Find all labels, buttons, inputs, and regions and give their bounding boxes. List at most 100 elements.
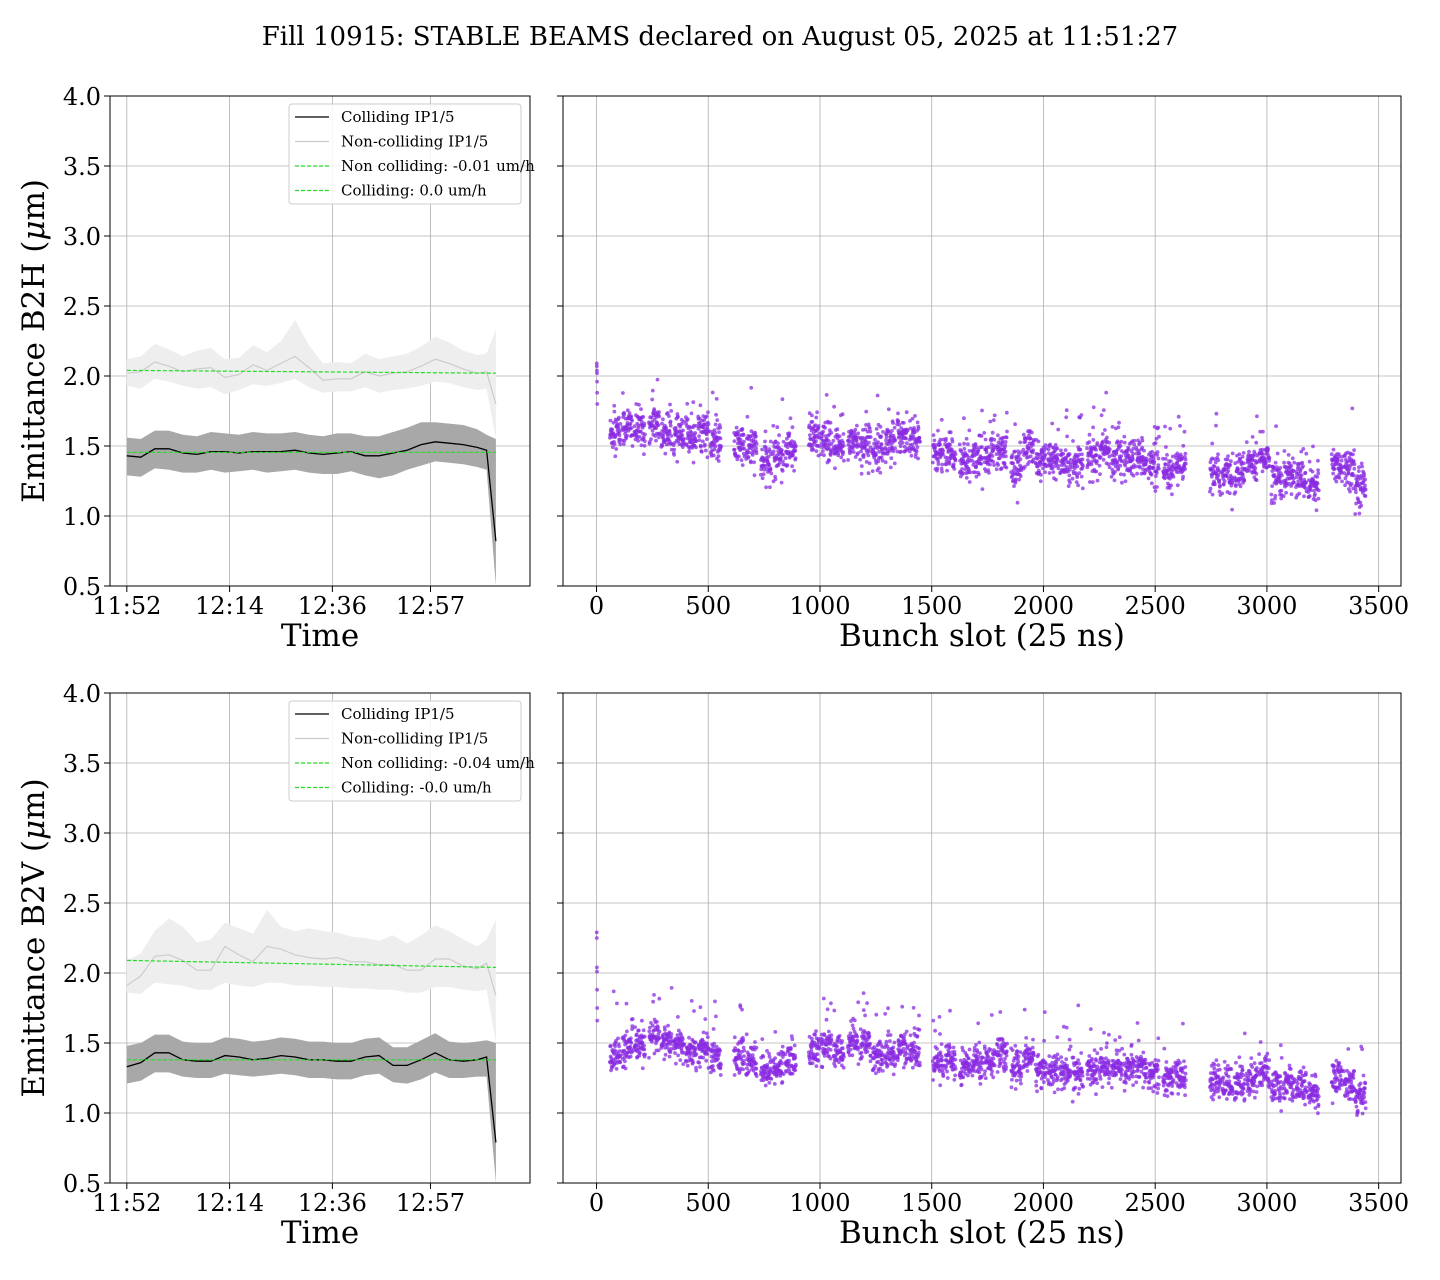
bunch-point — [990, 1069, 994, 1074]
bunch-point — [984, 450, 989, 455]
bunch-point — [846, 458, 850, 462]
bunch-point — [1087, 440, 1092, 444]
bunch-point — [1050, 421, 1055, 426]
bunch-point — [868, 445, 873, 450]
bunch-point — [1352, 462, 1357, 467]
bunch-point — [859, 464, 864, 468]
bunch-point — [1023, 464, 1027, 469]
bunch-point — [1003, 443, 1008, 448]
bunch-point — [960, 467, 964, 471]
bunch-point — [1010, 1077, 1014, 1082]
bunch-point — [763, 1083, 768, 1088]
bunch-point — [1101, 439, 1105, 444]
bunch-point — [899, 449, 903, 454]
x-tick-label: 3500 — [1348, 592, 1409, 620]
bunch-point — [897, 422, 902, 427]
bunch-point — [841, 1065, 846, 1070]
bunch-point — [1118, 472, 1123, 477]
bunch-point — [1356, 477, 1360, 482]
bunch-point — [1095, 1064, 1100, 1069]
colliding-band — [126, 1033, 496, 1183]
bunch-point — [617, 1044, 621, 1049]
bunch-point — [885, 1063, 890, 1068]
bunch-point — [977, 472, 981, 477]
bunch-point — [991, 1056, 996, 1061]
bunch-point — [1165, 1094, 1170, 1098]
bunch-point — [1101, 1056, 1105, 1061]
bunch-point — [1316, 458, 1320, 463]
bunch-point — [1120, 1068, 1124, 1072]
bunch-point — [1064, 1025, 1069, 1030]
bunch-point — [773, 477, 778, 482]
bunch-point — [1154, 436, 1159, 441]
bunch-point — [902, 1038, 907, 1043]
bunch-point — [979, 434, 984, 438]
bunch-point — [642, 1034, 647, 1039]
bunch-point — [753, 430, 758, 435]
bunch-point — [1122, 440, 1127, 445]
bunch-point — [998, 1010, 1003, 1014]
bunch-point — [901, 421, 906, 425]
bunch-point — [866, 453, 871, 458]
bunch-point — [608, 1044, 613, 1048]
bunch-point — [1304, 480, 1308, 485]
bunch-point — [874, 1012, 879, 1017]
legend-label: Non colliding: -0.01 um/h — [341, 157, 535, 175]
bunch-point — [1137, 440, 1142, 445]
bunch-point — [760, 1037, 765, 1041]
bunch-point — [1162, 1080, 1167, 1085]
bunch-point — [1016, 449, 1020, 454]
plot-area — [126, 910, 497, 1183]
bunch-point — [637, 402, 641, 407]
bunch-point — [1183, 1078, 1188, 1083]
bunch-point — [908, 1033, 913, 1038]
bunch-point — [681, 419, 686, 424]
y-tick-label: 3.0 — [63, 820, 101, 848]
bunch-point — [1013, 422, 1017, 427]
bunch-point — [1286, 453, 1291, 457]
bunch-point — [714, 1044, 719, 1049]
bunch-point — [1227, 491, 1232, 496]
bunch-point — [1212, 464, 1217, 469]
bunch-point — [1127, 1077, 1132, 1081]
bunch-point — [864, 409, 869, 414]
bunch-point — [1307, 459, 1312, 464]
bunch-point — [1110, 467, 1115, 472]
bunch-point — [915, 445, 920, 450]
bunch-point — [657, 996, 662, 1001]
bunch-point — [810, 420, 815, 424]
bunch-point — [1278, 466, 1283, 470]
bunch-point — [1331, 471, 1335, 476]
bunch-point — [1053, 443, 1058, 447]
bunch-point — [1056, 466, 1061, 471]
bunch-point — [908, 419, 912, 423]
bunch-point — [1077, 471, 1082, 476]
bunch-point — [780, 397, 785, 402]
bunch-point — [784, 1069, 789, 1074]
bunch-point — [1151, 465, 1156, 470]
bunch-point — [828, 1042, 833, 1046]
bunch-point — [1178, 1060, 1182, 1065]
bunch-point — [876, 459, 881, 464]
bunch-point — [827, 458, 831, 463]
bunch-point — [932, 438, 937, 443]
bunch-point — [1363, 494, 1368, 498]
bunch-point — [953, 452, 958, 456]
bunch-point — [1004, 1053, 1009, 1058]
bunch-point — [1120, 459, 1124, 464]
bunch-point — [705, 1052, 710, 1056]
bunch-point — [682, 436, 686, 441]
bunch-point — [1010, 1048, 1015, 1052]
bunch-point — [612, 442, 617, 447]
bunch-point — [717, 1052, 721, 1057]
bunch-point — [953, 1057, 958, 1062]
bunch-point — [1013, 477, 1018, 482]
bunch-point — [851, 450, 856, 454]
bunch-point — [977, 1054, 981, 1059]
bunch-point — [640, 1040, 645, 1045]
bunch-point — [1280, 473, 1284, 478]
bunch-point — [754, 451, 759, 456]
bunch-point — [692, 1009, 696, 1013]
bunch-point — [1154, 474, 1158, 478]
bunch-point — [793, 1055, 798, 1060]
